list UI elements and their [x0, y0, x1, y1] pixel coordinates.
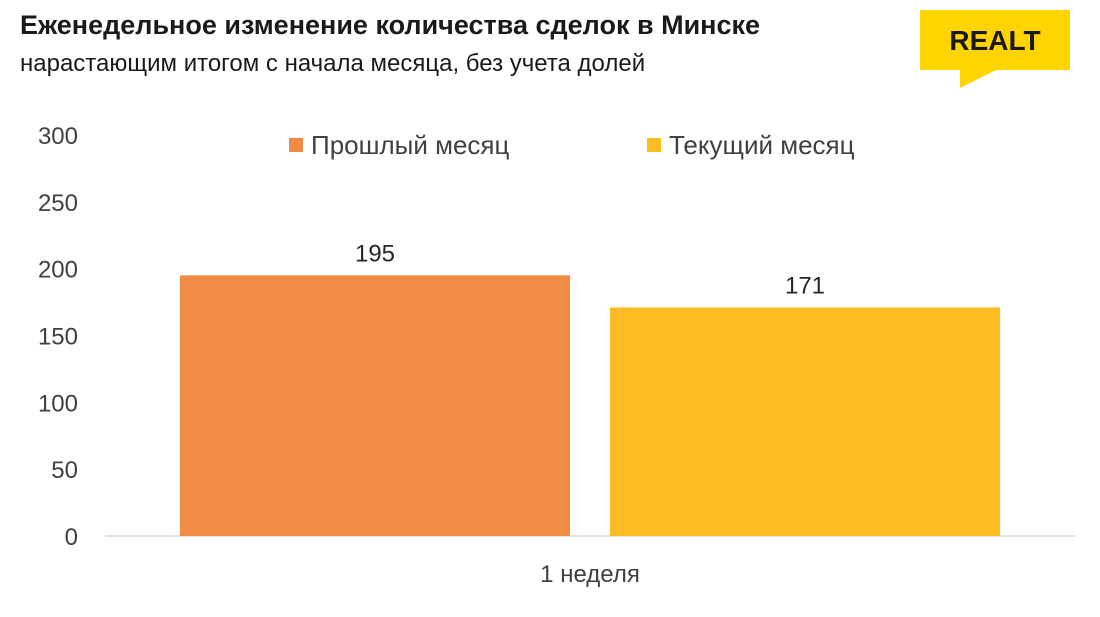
y-tick-label: 150: [38, 324, 78, 351]
y-tick-label: 50: [51, 457, 78, 484]
legend-swatch: [647, 138, 661, 152]
bar-current-month: [610, 307, 1000, 536]
y-axis: 0 50 100 150 200 250 300: [38, 123, 78, 551]
y-tick-label: 200: [38, 257, 78, 284]
data-label: 195: [355, 240, 395, 267]
logo-background: [920, 10, 1070, 88]
logo-tail: [960, 68, 1000, 88]
x-tick-label: 1 неделя: [540, 561, 640, 588]
legend-label: Текущий месяц: [669, 130, 855, 160]
y-tick-label: 0: [65, 524, 78, 551]
legend-label: Прошлый месяц: [311, 130, 509, 160]
data-label: 171: [785, 272, 825, 299]
y-tick-label: 100: [38, 390, 78, 417]
bar-previous-month: [180, 275, 570, 536]
x-axis: 1 неделя: [540, 561, 640, 588]
logo-text: REALT: [949, 25, 1040, 56]
bars: 195 171: [180, 240, 1000, 536]
legend: Прошлый месяц Текущий месяц: [289, 130, 855, 160]
realt-logo: REALT: [920, 10, 1070, 88]
y-tick-label: 300: [38, 123, 78, 150]
chart-title: Еженедельное изменение количества сделок…: [20, 10, 761, 40]
y-tick-label: 250: [38, 190, 78, 217]
legend-swatch: [289, 138, 303, 152]
chart-subtitle: нарастающим итогом с начала месяца, без …: [20, 50, 646, 77]
